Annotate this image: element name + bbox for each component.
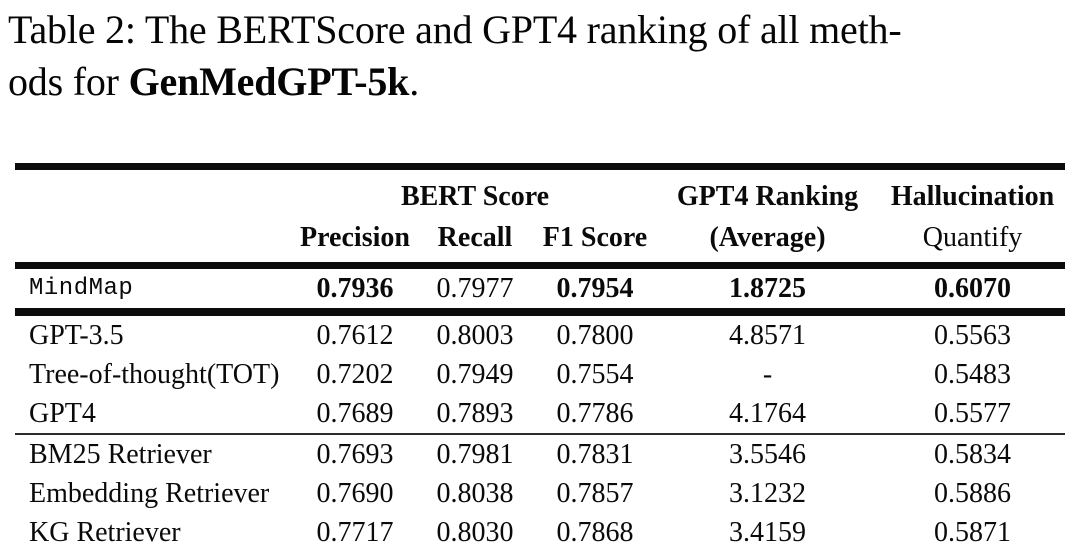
method-cell: GPT-3.5 <box>29 319 124 351</box>
value-cell: 0.7786 <box>556 397 634 429</box>
value-cell: 0.7800 <box>556 319 634 351</box>
value-cell: 0.7936 <box>316 272 394 304</box>
header-quantify: Quantify <box>922 222 1023 253</box>
value-cell: 3.4159 <box>729 516 807 546</box>
value-cell: 4.1764 <box>729 397 807 429</box>
value-cell: 0.5871 <box>934 516 1012 546</box>
value-cell: 1.8725 <box>729 272 807 304</box>
table-header: BERT Score GPT4 Ranking Hallucination Pr… <box>15 167 1066 266</box>
caption-line2-prefix: ods for <box>8 59 129 104</box>
method-cell: MindMap <box>29 275 134 302</box>
method-cell: KG Retriever <box>29 516 181 546</box>
table-row: KG Retriever 0.7717 0.8030 0.7868 3.4159 0.58… <box>15 513 1065 546</box>
table-row: BM25 Retriever 0.7693 0.7981 0.7831 3.5546 0.… <box>15 434 1065 474</box>
method-cell: Tree-of-thought(TOT) <box>29 358 280 390</box>
value-cell: 0.5563 <box>934 319 1012 351</box>
value-cell: 0.7977 <box>436 272 514 304</box>
caption-line1: Table 2: The BERTScore and GPT4 ranking … <box>8 7 902 52</box>
value-cell: 0.8003 <box>436 319 514 351</box>
value-cell: 0.6070 <box>934 272 1012 304</box>
header-gpt4-ranking: GPT4 Ranking <box>676 181 859 212</box>
value-cell: 0.7693 <box>316 438 394 470</box>
caption-line2-period: . <box>409 59 420 104</box>
header-empty <box>15 218 295 266</box>
header-bert-score: BERT Score <box>400 181 550 212</box>
header-hallucination: Hallucination <box>890 181 1055 212</box>
value-cell: 0.7690 <box>316 477 394 509</box>
method-cell: BM25 Retriever <box>29 438 212 470</box>
value-cell: 0.7949 <box>436 358 514 390</box>
value-cell: 3.1232 <box>729 477 807 509</box>
value-cell: 4.8571 <box>729 319 807 351</box>
value-cell: 0.7202 <box>316 358 394 390</box>
value-cell: 0.8030 <box>436 516 514 546</box>
header-empty <box>15 167 295 219</box>
value-cell: 0.7857 <box>556 477 634 509</box>
value-cell: 0.7689 <box>316 397 394 429</box>
value-cell: 0.7717 <box>316 516 394 546</box>
method-cell: GPT4 <box>29 397 96 429</box>
table-caption: Table 2: The BERTScore and GPT4 ranking … <box>8 4 1076 108</box>
value-cell: 0.7981 <box>436 438 514 470</box>
results-table: BERT Score GPT4 Ranking Hallucination Pr… <box>15 163 1066 546</box>
value-cell: 0.8038 <box>436 477 514 509</box>
table-row: Tree-of-thought(TOT) 0.7202 0.7949 0.7554 - 0… <box>15 355 1065 394</box>
value-cell: 0.7893 <box>436 397 514 429</box>
value-cell: 0.5483 <box>934 358 1012 390</box>
table-body: MindMap 0.7936 0.7977 0.7954 1.8725 0.6070 GPT… <box>15 266 1066 546</box>
value-cell: 0.7612 <box>316 319 394 351</box>
value-cell: 0.7954 <box>556 272 634 304</box>
value-cell: 0.7868 <box>556 516 634 546</box>
value-cell: 3.5546 <box>729 438 807 470</box>
value-cell: 0.5834 <box>934 438 1012 470</box>
value-cell: 0.7831 <box>556 438 634 470</box>
header-sub-row: Precision Recall F1 Score (Average) Quan… <box>15 218 1066 266</box>
table-row: MindMap 0.7936 0.7977 0.7954 1.8725 0.6070 <box>15 266 1066 312</box>
value-cell: - <box>762 358 773 390</box>
value-cell: 0.5577 <box>934 397 1012 429</box>
table-row: Embedding Retriever 0.7690 0.8038 0.7857 3.1… <box>15 474 1065 513</box>
table-row: GPT-3.5 0.7612 0.8003 0.7800 4.8571 0.5563 <box>15 312 1065 355</box>
header-recall: Recall <box>437 222 513 253</box>
table-row: GPT4 0.7689 0.7893 0.7786 4.1764 0.5577 <box>15 394 1066 434</box>
header-average: (Average) <box>709 222 826 253</box>
caption-dataset-name: GenMedGPT-5k <box>128 59 410 104</box>
header-precision: Precision <box>300 222 410 253</box>
header-group-row: BERT Score GPT4 Ranking Hallucination <box>15 167 1065 219</box>
value-cell: 0.7554 <box>556 358 634 390</box>
header-f1-score: F1 Score <box>542 222 648 253</box>
method-cell: Embedding Retriever <box>29 477 270 509</box>
value-cell: 0.5886 <box>934 477 1012 509</box>
